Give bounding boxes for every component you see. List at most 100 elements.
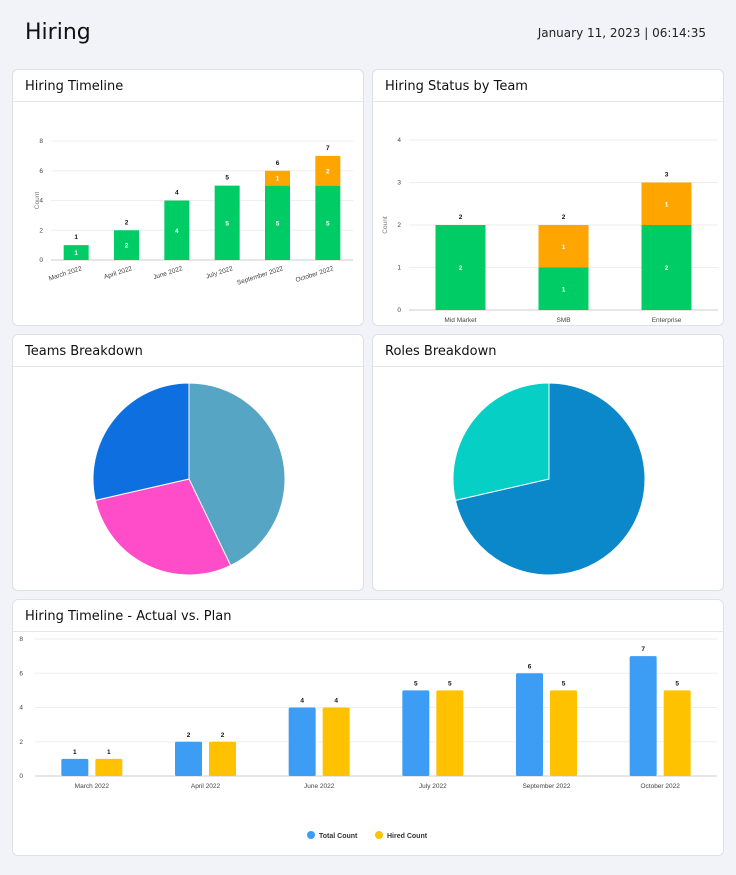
actual-vs-plan-card: Hiring Timeline - Actual vs. Plan 0 2 4 6 8 1… (12, 599, 724, 856)
segment-label: 1 (276, 176, 280, 183)
bar-segment (315, 185, 341, 260)
x-tick-label: April 2022 (103, 265, 133, 281)
pie-slice (452, 382, 550, 501)
data-label: 6 (528, 663, 532, 670)
datetime-label: January 11, 2023 | 06:14:35 (537, 26, 706, 40)
y-tick-label: 2 (39, 227, 43, 234)
hiring-timeline-chart: 0 2 4 6 8 Count 1 1 March 2022 2 2 April 2022 4 4 June… (34, 138, 353, 287)
y-tick-label: 8 (39, 138, 43, 145)
data-label: 4 (334, 698, 338, 705)
card-title: Hiring Timeline - Actual vs. Plan (13, 600, 723, 632)
pie-slice (188, 382, 286, 567)
roles-breakdown-card: Roles Breakdown (372, 334, 724, 591)
x-tick-label: Mid Market (444, 317, 476, 324)
total-label: 1 (74, 234, 78, 241)
segment-label: 1 (562, 286, 566, 293)
data-label: 4 (300, 698, 304, 705)
y-tick-label: 4 (39, 198, 43, 205)
y-tick-label: 0 (39, 257, 43, 264)
segment-label: 2 (125, 243, 129, 250)
y-tick-label: 2 (19, 739, 23, 746)
card-title: Hiring Timeline (13, 70, 363, 102)
x-tick-label: September 2022 (522, 783, 570, 790)
card-title: Hiring Status by Team (373, 70, 723, 102)
y-tick-label: 4 (19, 705, 23, 712)
x-tick-label: July 2022 (419, 783, 447, 790)
y-tick-label: 6 (19, 670, 23, 677)
bar-segment (214, 185, 240, 260)
page-header: Hiring January 11, 2023 | 06:14:35 (0, 0, 736, 62)
data-label: 2 (187, 732, 191, 739)
bar (322, 707, 350, 776)
total-label: 3 (665, 172, 669, 179)
pie-slice (94, 478, 232, 576)
card-title: Roles Breakdown (373, 335, 723, 367)
total-label: 7 (326, 145, 330, 152)
x-tick-label: March 2022 (75, 783, 110, 790)
data-label: 2 (221, 732, 225, 739)
page-title: Hiring (25, 20, 91, 45)
bar (209, 741, 236, 776)
hiring-status-card: Hiring Status by Team 0 1 2 3 4 Count 2 2 Mid Ma… (372, 69, 724, 326)
segment-label: 5 (326, 220, 330, 227)
bar (516, 673, 543, 776)
bar-segment (164, 200, 190, 260)
bar-segment (114, 230, 139, 260)
data-label: 1 (107, 749, 111, 756)
segment-label: 1 (665, 201, 669, 208)
card-title: Teams Breakdown (13, 335, 363, 367)
bar (629, 656, 657, 776)
bar (95, 758, 123, 776)
total-label: 6 (276, 160, 280, 167)
y-tick-label: 3 (397, 180, 401, 187)
x-tick-label: October 2022 (295, 265, 335, 284)
y-tick-label: 8 (19, 636, 23, 643)
y-tick-label: 6 (39, 168, 43, 175)
y-tick-label: 0 (397, 307, 401, 314)
data-label: 5 (414, 680, 418, 687)
x-tick-label: SMB (556, 317, 570, 324)
bar-segment (265, 170, 290, 186)
legend-swatch (307, 831, 315, 839)
x-tick-label: Enterprise (652, 317, 682, 324)
x-tick-label: September 2022 (236, 265, 284, 287)
legend-swatch (375, 831, 383, 839)
actual-vs-plan-chart: 0 2 4 6 8 1 1 March 2022 2 2 April 2022 4 4 June 2022… (19, 636, 717, 840)
x-tick-label: July 2022 (205, 265, 234, 280)
y-axis-label: Count (34, 192, 41, 210)
segment-label: 2 (459, 265, 463, 272)
pie-slice (454, 382, 646, 576)
total-label: 4 (175, 190, 179, 197)
data-label: 7 (641, 646, 645, 653)
bar-segment (435, 225, 486, 310)
y-axis-label: Count (382, 216, 389, 234)
total-label: 2 (562, 214, 566, 221)
segment-label: 5 (225, 220, 229, 227)
x-tick-label: June 2022 (152, 265, 183, 281)
bar-segment (641, 182, 692, 225)
y-tick-label: 1 (397, 265, 401, 272)
x-tick-label: June 2022 (304, 783, 335, 790)
segment-label: 4 (175, 228, 179, 235)
bar (663, 690, 691, 776)
bar-segment (641, 225, 692, 310)
bar (288, 707, 316, 776)
hiring-status-chart: 0 1 2 3 4 Count 2 2 Mid Market 1 1 2 SMB 2 1 3 Enterpris… (382, 137, 718, 324)
bar (61, 758, 89, 776)
data-label: 5 (562, 680, 566, 687)
bar (550, 690, 577, 776)
bar-segment (538, 225, 589, 268)
y-tick-label: 0 (19, 773, 23, 780)
data-label: 5 (675, 680, 679, 687)
y-tick-label: 4 (397, 137, 401, 144)
teams-breakdown-chart (92, 382, 286, 576)
segment-label: 5 (276, 220, 280, 227)
segment-label: 1 (74, 250, 78, 257)
bar (436, 690, 464, 776)
pie-slice (92, 382, 190, 501)
legend-label: Total Count (319, 833, 358, 840)
bar (175, 741, 202, 776)
x-tick-label: March 2022 (48, 265, 83, 282)
bar-segment (315, 155, 341, 186)
total-label: 2 (459, 214, 463, 221)
